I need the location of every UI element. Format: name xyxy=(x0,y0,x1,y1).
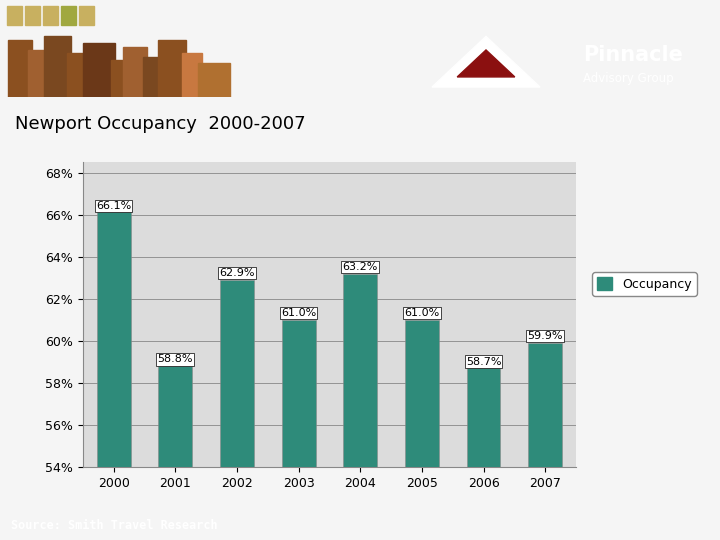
Bar xyxy=(44,37,71,97)
Bar xyxy=(158,366,192,540)
Bar xyxy=(111,60,127,97)
Bar xyxy=(61,6,76,25)
Bar xyxy=(467,368,500,540)
Text: 63.2%: 63.2% xyxy=(343,262,378,272)
Bar xyxy=(182,53,202,97)
Bar xyxy=(8,40,32,97)
Text: 61.0%: 61.0% xyxy=(404,308,439,318)
Bar xyxy=(282,320,315,540)
Text: 66.1%: 66.1% xyxy=(96,201,131,211)
Legend: Occupancy: Occupancy xyxy=(592,272,697,296)
Polygon shape xyxy=(457,50,515,77)
Bar xyxy=(143,57,163,97)
Text: 58.8%: 58.8% xyxy=(158,354,193,364)
Bar xyxy=(68,53,87,97)
Polygon shape xyxy=(432,37,540,87)
Bar xyxy=(79,6,94,25)
Text: Pinnacle: Pinnacle xyxy=(583,45,683,65)
Bar xyxy=(28,50,48,97)
Text: 59.9%: 59.9% xyxy=(528,331,563,341)
Text: Source: Smith Travel Research: Source: Smith Travel Research xyxy=(11,518,217,532)
Bar xyxy=(96,213,130,540)
Bar xyxy=(528,343,562,540)
Text: 62.9%: 62.9% xyxy=(219,268,255,278)
Bar xyxy=(25,6,40,25)
Bar xyxy=(220,280,254,540)
Bar xyxy=(43,6,58,25)
Text: 61.0%: 61.0% xyxy=(281,308,316,318)
Bar xyxy=(7,6,22,25)
Bar xyxy=(343,274,377,540)
Bar xyxy=(198,64,230,97)
Bar xyxy=(123,46,147,97)
Bar xyxy=(158,40,186,97)
Bar xyxy=(84,43,115,97)
Text: 58.7%: 58.7% xyxy=(466,356,501,367)
Text: Advisory Group: Advisory Group xyxy=(583,72,674,85)
Text: Newport Occupancy  2000-2007: Newport Occupancy 2000-2007 xyxy=(15,115,306,133)
Bar xyxy=(405,320,438,540)
